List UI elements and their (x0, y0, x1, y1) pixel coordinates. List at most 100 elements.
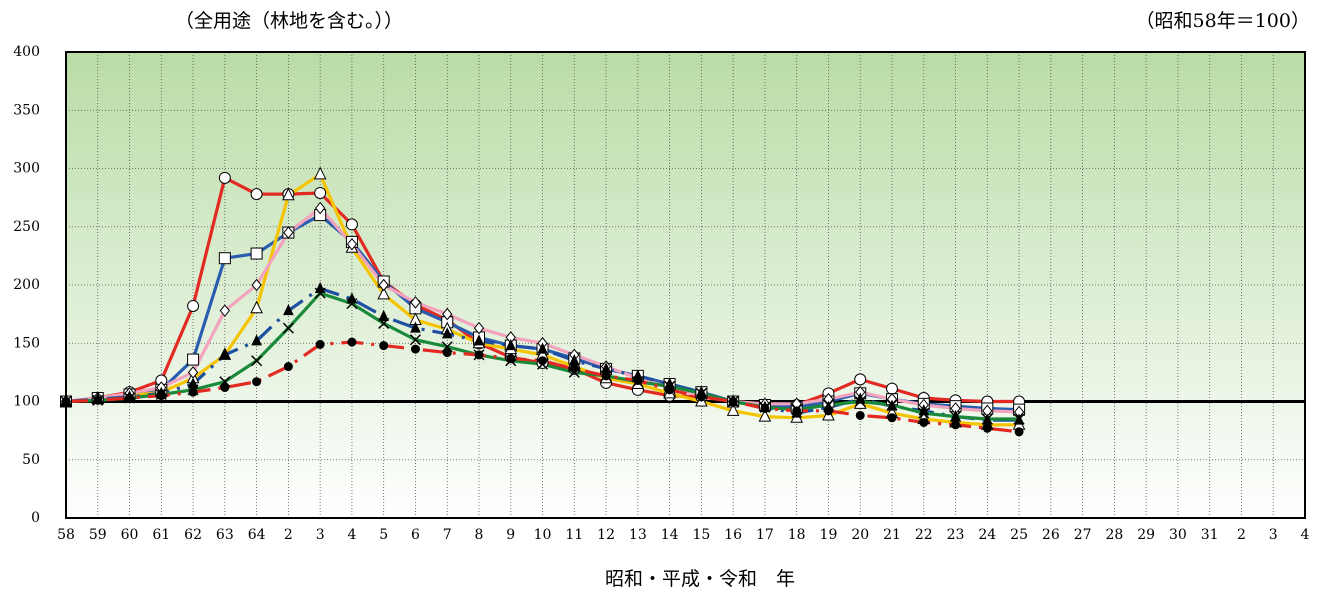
x-tick-label: 2 (284, 527, 293, 543)
x-tick-label: 11 (565, 527, 583, 543)
x-tick-label: 8 (475, 527, 484, 543)
marker (442, 307, 453, 321)
marker (854, 395, 866, 408)
marker (918, 407, 930, 419)
marker (156, 391, 166, 401)
marker (252, 377, 262, 387)
marker (315, 339, 325, 349)
marker (696, 392, 706, 402)
marker (251, 278, 262, 292)
y-tick-label: 200 (13, 277, 40, 293)
marker (250, 247, 263, 260)
x-tick-label: 29 (1137, 527, 1155, 543)
marker (93, 395, 103, 405)
marker (283, 362, 293, 372)
marker (474, 350, 484, 360)
x-tick-label: 6 (411, 527, 420, 543)
marker (315, 201, 326, 215)
x-tick-label: 21 (883, 527, 901, 543)
marker (537, 342, 548, 354)
marker (792, 406, 802, 416)
marker (506, 353, 516, 363)
x-tick-label: 9 (506, 527, 515, 543)
marker (665, 385, 675, 395)
x-tick-label: 4 (347, 527, 356, 543)
marker (345, 218, 358, 231)
marker (760, 403, 770, 413)
marker (379, 341, 389, 351)
x-tick-label: 19 (820, 527, 838, 543)
marker (538, 356, 548, 366)
marker (378, 309, 389, 321)
marker (218, 252, 231, 265)
marker (982, 423, 992, 433)
marker (886, 399, 898, 411)
chart-title: （全用途（林地を含む。）） (175, 10, 403, 32)
marker (919, 417, 929, 427)
marker (601, 371, 611, 381)
x-tick-label: 17 (756, 527, 774, 543)
marker (569, 364, 579, 374)
x-tick-label: 22 (915, 527, 933, 543)
y-tick-label: 50 (22, 452, 40, 468)
marker (950, 411, 962, 423)
marker (886, 382, 898, 395)
x-tick-label: 15 (692, 527, 710, 543)
marker (378, 317, 390, 329)
x-tick-label: 60 (121, 527, 139, 543)
marker (61, 397, 71, 406)
marker (282, 187, 295, 201)
marker (378, 278, 389, 292)
marker (505, 338, 517, 351)
y-tick-label: 400 (13, 44, 40, 60)
marker (410, 296, 421, 309)
x-tick-label: 12 (597, 527, 615, 543)
marker (313, 166, 327, 180)
marker (219, 348, 231, 360)
x-tick-label: 23 (947, 527, 965, 543)
marker (728, 397, 738, 406)
x-tick-label: 59 (89, 527, 107, 543)
x-tick-label: 63 (216, 527, 234, 543)
marker (633, 376, 643, 386)
marker (1013, 413, 1025, 425)
x-tick-label: 61 (152, 527, 170, 543)
y-tick-label: 150 (13, 335, 40, 351)
marker (283, 226, 294, 239)
x-tick-label: 14 (661, 527, 679, 543)
marker (951, 420, 961, 430)
marker (125, 393, 135, 403)
marker (442, 348, 452, 358)
marker (219, 304, 230, 317)
marker (854, 373, 867, 386)
y-tick-label: 350 (13, 102, 40, 118)
marker (1014, 427, 1024, 437)
marker (282, 322, 294, 334)
marker (251, 334, 262, 346)
y-tick-label: 0 (31, 510, 40, 526)
marker (220, 383, 230, 393)
marker (726, 403, 740, 416)
x-tick-label: 58 (57, 527, 75, 543)
marker (283, 303, 294, 316)
x-tick-label: 3 (1269, 527, 1278, 543)
marker (441, 327, 453, 339)
x-tick-label: 20 (851, 527, 869, 543)
x-tick-label: 30 (1169, 527, 1187, 543)
x-tick-label: 3 (316, 527, 325, 543)
marker (346, 298, 358, 310)
marker (377, 286, 391, 300)
marker (250, 300, 263, 314)
x-tick-label: 13 (629, 527, 647, 543)
marker (758, 409, 772, 422)
marker (187, 299, 200, 312)
x-tick-label: 10 (534, 527, 552, 543)
marker (314, 287, 326, 299)
x-tick-label: 31 (1201, 527, 1219, 543)
marker (887, 413, 897, 423)
y-tick-label: 100 (13, 394, 40, 410)
y-tick-label: 300 (13, 161, 40, 177)
x-tick-label: 28 (1105, 527, 1123, 543)
marker (981, 413, 993, 425)
